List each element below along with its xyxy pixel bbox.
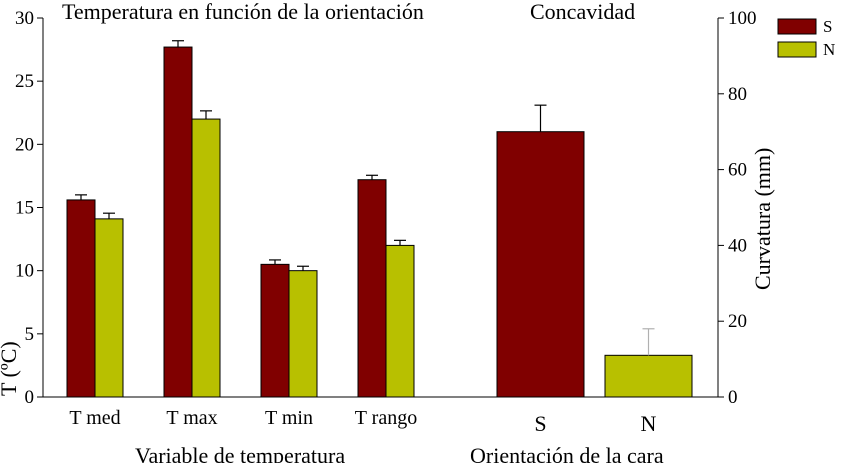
right-chart-title: Concavidad <box>530 0 635 24</box>
right-x-axis-label: Orientación de la cara <box>470 443 664 463</box>
right-y-tick-label: 40 <box>728 235 747 256</box>
left-y-tick-label: 10 <box>15 261 34 282</box>
legend-label-s: S <box>823 17 832 36</box>
left-x-tick-label: T med <box>69 407 120 429</box>
right-y-tick-label: 100 <box>728 8 757 29</box>
bar-concavidad-s <box>496 131 585 398</box>
bar-s-3 <box>357 179 387 398</box>
left-y-axis-label: T (ºC) <box>0 341 21 396</box>
left-chart-title: Temperatura en función de la orientación <box>62 0 424 24</box>
right-x-tick-label: S <box>534 411 546 436</box>
legend-label-n: N <box>823 40 835 59</box>
left-x-axis-label: Variable de temperatura <box>135 443 345 463</box>
left-x-tick-label: T max <box>166 407 217 429</box>
bar-n-2 <box>288 270 318 398</box>
bar-s-2 <box>260 263 290 398</box>
left-y-tick-label: 0 <box>25 387 35 408</box>
bar-n-3 <box>385 244 415 398</box>
left-x-tick-label: T rango <box>355 407 417 429</box>
legend-swatch-s <box>777 18 817 35</box>
bar-concavidad-n <box>604 354 693 398</box>
right-x-tick-label: N <box>641 411 657 436</box>
right-y-tick-label: 0 <box>728 387 738 408</box>
legend: S N <box>777 17 835 59</box>
right-y-tick-label: 20 <box>728 311 747 332</box>
left-y-tick-label: 5 <box>25 324 35 345</box>
left-y-tick-label: 20 <box>15 134 34 155</box>
right-y-axis-label: Curvatura (mm) <box>750 148 775 290</box>
bars-layer <box>66 40 693 398</box>
legend-swatch-n <box>777 41 817 58</box>
left-y-tick-label: 15 <box>15 198 34 219</box>
right-y-tick-label: 80 <box>728 84 747 105</box>
bar-n-0 <box>94 218 124 398</box>
left-x-tick-label: T min <box>265 407 313 429</box>
text-layer: 0 5 10 15 20 25 30 0 20 40 60 80 100 T med T max T min T… <box>15 8 757 436</box>
left-y-tick-label: 30 <box>15 8 34 29</box>
bar-s-1 <box>163 46 193 398</box>
bar-s-0 <box>66 199 96 398</box>
left-y-tick-label: 25 <box>15 71 34 92</box>
right-y-tick-label: 60 <box>728 160 747 181</box>
bar-n-1 <box>191 118 221 398</box>
